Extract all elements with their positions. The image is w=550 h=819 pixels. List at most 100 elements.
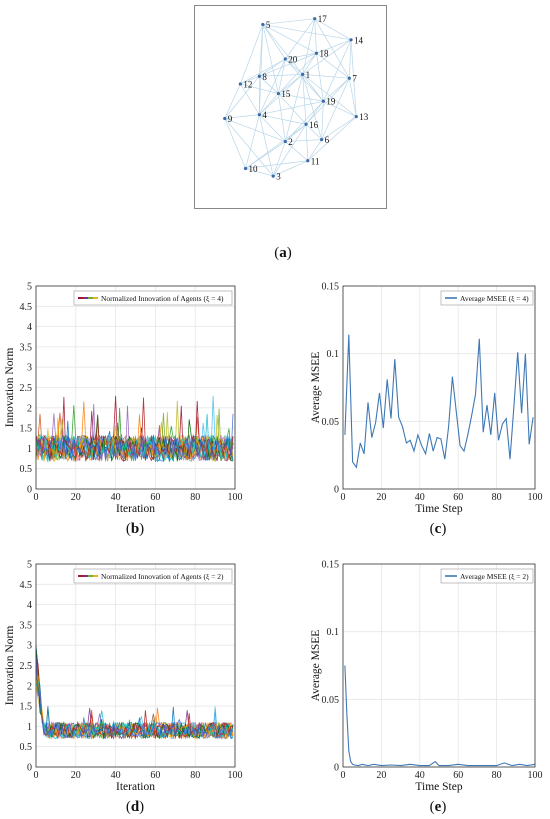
network-node-label: 20 — [288, 55, 298, 65]
y-tick-label: 0.15 — [322, 560, 340, 571]
msee-chart-xi2: 0 20 40 60 80 100 0 0.05 0.1 0.15 Time Step Average… — [295, 556, 550, 798]
network-node — [243, 166, 248, 171]
network-edge — [307, 139, 322, 161]
legend-box — [440, 568, 534, 584]
network-node — [276, 91, 280, 96]
network-node — [257, 113, 261, 117]
network-edge — [278, 58, 286, 94]
network-edge — [285, 141, 309, 162]
y-tick-label: 0.5 — [20, 742, 33, 753]
network-edge — [302, 53, 317, 75]
x-tick-label: 20 — [71, 770, 81, 781]
network-node-label: 1 — [306, 70, 311, 80]
y-tick-label: 2 — [27, 681, 32, 692]
caption-d: (d) — [125, 799, 145, 815]
y-tick-label: 0.5 — [20, 464, 33, 475]
network-node-label: 16 — [309, 120, 319, 130]
innovation-chart-xi2: 0 20 40 60 80 100 0 0.5 1 1.5 2 2.5 3 3.5 4 4.5 5 Iterati… — [0, 556, 250, 798]
network-edge — [305, 124, 309, 161]
network-edge — [262, 18, 315, 25]
caption-a: (a) — [274, 245, 292, 261]
network-node-label: 17 — [318, 14, 328, 24]
network-node — [354, 115, 358, 119]
x-tick-label: 0 — [341, 770, 346, 781]
y-tick-label: 3 — [27, 363, 32, 374]
plot-area — [343, 286, 535, 489]
network-edge — [224, 118, 274, 177]
network-node-label: 13 — [359, 112, 369, 122]
network-node — [306, 159, 310, 163]
y-tick-label: 1 — [27, 722, 32, 733]
network-edge — [262, 24, 279, 94]
x-tick-label: 0 — [34, 770, 39, 781]
axes-frame — [35, 285, 236, 490]
network-node-label: 11 — [311, 156, 320, 166]
network-edge — [348, 78, 357, 117]
x-tick-label: 20 — [376, 770, 386, 781]
x-tick-label: 80 — [492, 770, 502, 781]
network-node-label: 3 — [276, 172, 281, 182]
x-tick-label: 0 — [34, 492, 39, 503]
x-tick-label: 20 — [376, 492, 386, 503]
network-node — [304, 122, 308, 126]
y-tick-label: 0 — [334, 763, 339, 774]
network-node — [314, 51, 319, 55]
network-edge — [321, 101, 324, 140]
network-edge — [305, 124, 322, 140]
network-edge — [259, 76, 279, 94]
x-tick-label: 40 — [111, 492, 121, 503]
network-edge — [272, 141, 286, 177]
legend-label: Normalized Innovation of Agents (ξ = 4) — [101, 294, 224, 303]
axes-frame — [342, 285, 536, 490]
network-node-label: 14 — [354, 35, 364, 45]
network-edge — [285, 58, 324, 102]
network-node-label: 2 — [288, 137, 293, 147]
x-tick-label: 40 — [415, 492, 425, 503]
y-tick-label: 3.5 — [20, 342, 33, 353]
y-axis-label: Average MSEE — [310, 352, 322, 424]
y-axis-label: Average MSEE — [310, 630, 322, 702]
network-edge — [245, 123, 307, 169]
agent-series-line — [35, 654, 234, 739]
network-edge — [262, 24, 352, 41]
network-edge — [262, 24, 286, 60]
network-edge — [240, 58, 286, 85]
network-edge — [259, 93, 279, 115]
network-node-label: 9 — [228, 114, 233, 124]
network-edge — [224, 118, 246, 169]
network-node-label: 5 — [266, 20, 271, 30]
network-node — [283, 57, 287, 61]
network-node-label: 15 — [281, 89, 291, 99]
network-edge — [350, 39, 357, 117]
y-tick-label: 1 — [27, 444, 32, 455]
y-tick-label: 1.5 — [20, 702, 33, 713]
network-edge — [259, 74, 303, 115]
network-node-label: 18 — [319, 49, 329, 59]
network-edge — [262, 24, 303, 75]
network-edge — [285, 52, 317, 60]
network-edge — [278, 93, 286, 142]
legend-box — [73, 568, 233, 584]
network-node — [223, 116, 227, 121]
x-tick-label: 100 — [528, 492, 543, 503]
network-edge — [314, 18, 350, 79]
caption-b: (b) — [125, 521, 145, 537]
y-axis-label: Innovation Norm — [4, 626, 16, 706]
agent-series-line — [35, 680, 234, 740]
x-axis-label: Iteration — [116, 781, 155, 793]
y-tick-label: 0 — [27, 485, 32, 496]
x-tick-label: 80 — [492, 492, 502, 503]
y-axis-label: Innovation Norm — [4, 348, 16, 428]
network-edge — [259, 24, 264, 115]
y-tick-label: 0 — [27, 763, 32, 774]
network-edge — [302, 74, 307, 125]
legend-box — [73, 290, 233, 306]
network-edge — [323, 100, 357, 117]
y-tick-label: 3 — [27, 641, 32, 652]
network-edge — [278, 74, 303, 94]
x-tick-label: 0 — [341, 492, 346, 503]
network-edge — [323, 77, 350, 102]
network-node — [283, 139, 287, 144]
x-tick-label: 40 — [415, 770, 425, 781]
network-edge — [245, 160, 308, 169]
